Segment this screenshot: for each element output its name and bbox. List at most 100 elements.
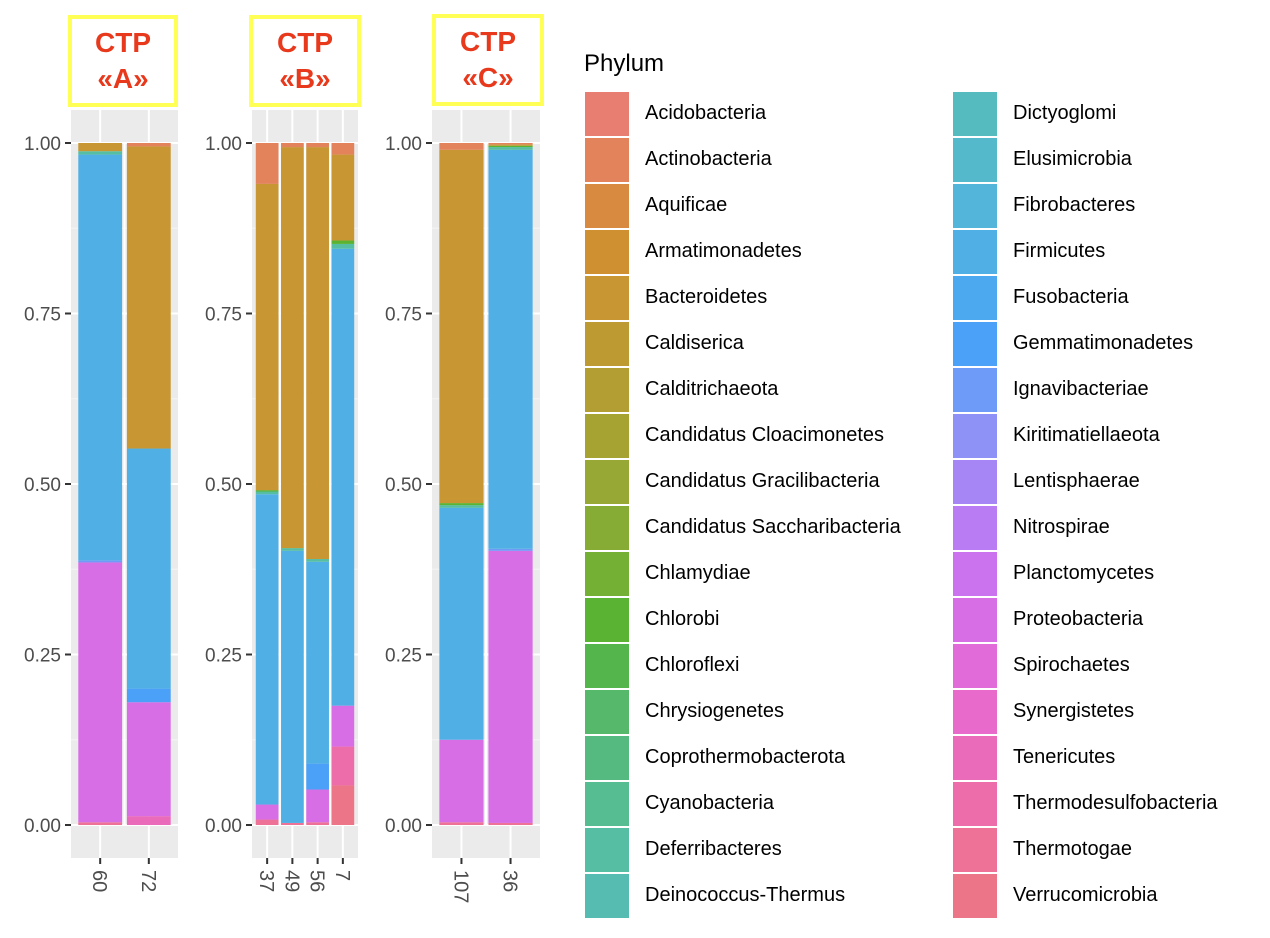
legend-label: Fusobacteria xyxy=(1013,286,1129,308)
x-tick-label: 107 xyxy=(449,870,471,903)
y-tick-label: 0.00 xyxy=(205,816,242,837)
bar-segment-firmicutes xyxy=(78,154,123,561)
bar-sample-7 xyxy=(329,143,355,825)
legend-label: Thermotogae xyxy=(1013,838,1132,860)
bar-segment-firmicutes xyxy=(255,494,279,805)
bar-segment-proteobacteria xyxy=(126,702,171,817)
facet-strip-label: CTP «B» xyxy=(249,15,361,107)
legend-label: Spirochaetes xyxy=(1013,654,1130,676)
bar-segment-verrucomicrobia xyxy=(331,785,355,825)
bar-segment-thermotogae xyxy=(439,822,484,825)
legend-color-key xyxy=(953,598,997,642)
bar-segment-proteobacteria xyxy=(78,562,123,823)
bar-sample-72 xyxy=(123,143,171,825)
legend-color-key xyxy=(953,184,997,228)
legend-label: Aquificae xyxy=(645,194,728,216)
x-tick-label: 49 xyxy=(280,870,302,892)
bar-segment-deferribacteres xyxy=(331,243,355,249)
y-tick-label: 0.25 xyxy=(24,646,61,667)
y-tick-label: 1.00 xyxy=(385,134,422,155)
legend-color-key xyxy=(585,874,629,918)
legend-color-key xyxy=(585,782,629,826)
legend-color-key xyxy=(585,276,629,320)
legend-label: Armatimonadetes xyxy=(645,240,802,262)
bar-segment-proteobacteria xyxy=(439,739,484,823)
legend-color-key xyxy=(953,874,997,918)
legend-label: Candidatus Cloacimonetes xyxy=(645,424,885,446)
bar-segment-bacteroidetes xyxy=(255,183,279,491)
bar-sample-37 xyxy=(255,143,279,825)
x-tick-label: 36 xyxy=(499,870,521,892)
legend-label: Chlorobi xyxy=(645,608,720,630)
legend-label: Deinococcus-Thermus xyxy=(645,884,846,906)
bar-segment-firmicutes xyxy=(126,448,171,689)
y-tick-label: 1.00 xyxy=(205,134,242,155)
legend-color-key xyxy=(585,552,629,596)
bar-segment-bacteroidetes xyxy=(488,144,533,146)
y-tick-label: 0.25 xyxy=(385,646,422,667)
bar-segment-chlorobi xyxy=(331,240,355,244)
bar-segment-firmicutes xyxy=(331,248,355,706)
legend-color-key xyxy=(953,690,997,734)
legend-label: Deferribacteres xyxy=(645,838,782,860)
y-tick-label: 0.50 xyxy=(385,475,422,496)
bar-segment-deferribacteres xyxy=(281,548,304,551)
legend-color-key xyxy=(953,92,997,136)
legend-label: Chrysiogenetes xyxy=(645,700,784,722)
bar-segment-gemmatimonadetes xyxy=(306,763,329,790)
legend-label: Calditrichaeota xyxy=(645,378,779,400)
facet-panel-1: 60 72 0.00 0.25 0.50 0.75 1.00 xyxy=(24,110,178,892)
legend-label: Chloroflexi xyxy=(645,654,740,676)
legend-color-key xyxy=(953,782,997,826)
bar-segment-firmicutes xyxy=(281,550,304,823)
bar-segment-deferribacteres xyxy=(439,505,484,508)
bar-segment-deferribacteres xyxy=(78,151,123,155)
y-tick-label: 0.25 xyxy=(205,646,242,667)
facet-panel-3: 107 36 0.00 0.25 0.50 0.75 1.00 xyxy=(385,110,540,903)
strip-text-line: CTP xyxy=(460,26,516,57)
legend-label: Gemmatimonadetes xyxy=(1013,332,1194,354)
bar-segment-thermodesulfobacteria xyxy=(331,746,355,786)
bar-segment-tenericutes xyxy=(126,816,171,825)
x-tick-label: 56 xyxy=(306,870,328,892)
strip-text-line: «A» xyxy=(97,63,149,94)
bar-segment-gemmatimonadetes xyxy=(126,688,171,703)
bar-segment-bacteroidetes xyxy=(439,149,484,504)
bar-segment-bacteroidetes xyxy=(281,147,304,549)
legend-label: Synergistetes xyxy=(1013,700,1135,722)
legend-color-key xyxy=(585,184,629,228)
y-tick-label: 0.75 xyxy=(205,305,242,326)
y-tick-label: 0.00 xyxy=(385,816,422,837)
legend-color-key xyxy=(585,230,629,274)
bar-segment-firmicutes xyxy=(306,561,329,764)
legend-color-key xyxy=(585,460,629,504)
bar-segment-firmicutes xyxy=(488,149,533,549)
legend-label: Planctomycetes xyxy=(1013,562,1155,584)
legend-color-key xyxy=(585,736,629,780)
bar-segment-firmicutes xyxy=(439,507,484,740)
legend-label: Ignavibacteriae xyxy=(1013,378,1149,400)
legend-color-key xyxy=(953,506,997,550)
bar-segment-chlorobi xyxy=(439,503,484,506)
legend-label: Dictyoglomi xyxy=(1013,102,1117,124)
y-tick-label: 0.50 xyxy=(24,475,61,496)
bar-segment-thermotogae xyxy=(255,819,279,825)
x-tick-label: 37 xyxy=(255,870,277,892)
bar-segment-deferribacteres xyxy=(255,491,279,495)
legend-color-key xyxy=(585,322,629,366)
bar-segment-proteobacteria xyxy=(255,804,279,820)
strip-text-line: CTP xyxy=(277,27,333,58)
legend-label: Firmicutes xyxy=(1013,240,1106,262)
legend-label: Tenericutes xyxy=(1013,746,1116,768)
bar-segment-thermotogae xyxy=(488,822,533,825)
bar-sample-107 xyxy=(439,143,484,825)
bar-segment-actinobacteria xyxy=(306,143,329,148)
legend-color-key xyxy=(953,368,997,412)
bar-segment-ignavibacteriae xyxy=(78,560,123,563)
bar-segment-chlorobi xyxy=(255,490,279,492)
facet-strip-label: CTP «A» xyxy=(68,15,178,107)
legend-label: Fibrobacteres xyxy=(1013,194,1136,216)
y-tick-label: 0.75 xyxy=(24,305,61,326)
legend-color-key xyxy=(953,138,997,182)
bar-segment-deferribacteres xyxy=(306,559,329,562)
